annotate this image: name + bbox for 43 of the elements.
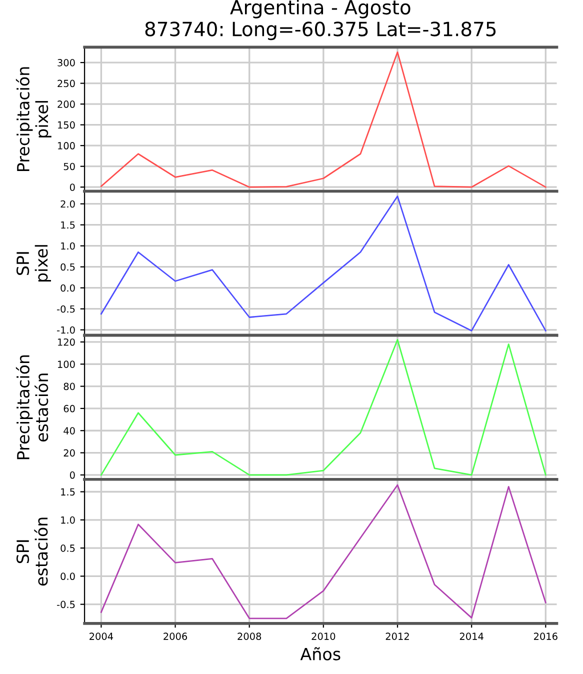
y-tick-label: 0.5 xyxy=(60,263,75,271)
y-tick-label: -1.0 xyxy=(57,326,75,334)
x-tick-label: 2004 xyxy=(90,632,114,640)
y-tick-label: 300 xyxy=(58,59,75,66)
y-tick-label: 0 xyxy=(70,184,75,191)
y-tick-label: 1.0 xyxy=(61,242,75,250)
y-tick-label: 0.0 xyxy=(60,284,75,292)
y-tick-label: 1.5 xyxy=(61,221,75,229)
y-tick-label: 0 xyxy=(70,471,75,479)
y-tick-label: 20 xyxy=(64,449,75,457)
y-tick-label: 2.0 xyxy=(60,200,75,208)
y-tick-label: 200 xyxy=(58,100,75,108)
x-tick-label: 2006 xyxy=(164,632,188,640)
y-tick-label: 150 xyxy=(58,121,75,129)
x-tick-label: 2008 xyxy=(238,632,262,640)
y-axis-title: SPI estación xyxy=(16,518,48,586)
x-tick-label: 2010 xyxy=(312,632,336,640)
y-tick-label: 100 xyxy=(58,142,75,150)
y-tick-label: -0.5 xyxy=(57,600,75,608)
y-tick-label: 0.0 xyxy=(60,572,75,580)
y-tick-label: -0.5 xyxy=(57,305,75,313)
x-axis-title: Años xyxy=(300,647,340,660)
y-tick-label: 1.0 xyxy=(61,516,75,524)
y-axis-title: SPI pixel xyxy=(16,245,51,282)
y-tick-label: 60 xyxy=(64,404,75,412)
x-tick-label: 2012 xyxy=(386,632,409,640)
y-axis-title: Precipitación estación xyxy=(16,355,48,460)
line-series xyxy=(100,484,546,620)
y-tick-label: 50 xyxy=(64,162,75,170)
y-tick-label: 0.5 xyxy=(60,544,75,552)
y-tick-label: 100 xyxy=(58,360,75,368)
y-tick-label: 250 xyxy=(58,80,75,88)
y-tick-label: 40 xyxy=(64,427,75,434)
y-tick-label: 1.5 xyxy=(61,488,75,496)
x-tick-label: 2014 xyxy=(460,632,484,640)
y-tick-label: 120 xyxy=(58,338,75,346)
chart-title: Argentina - Agosto 873740: Long=-60.375 Lat=-31.875 xyxy=(145,0,496,40)
line-series xyxy=(100,339,546,476)
line-series xyxy=(100,196,546,332)
x-tick-label: 2016 xyxy=(534,632,558,640)
line-series xyxy=(100,51,546,188)
y-tick-label: 80 xyxy=(64,382,75,390)
y-axis-title: Precipitación pixel xyxy=(16,67,52,171)
